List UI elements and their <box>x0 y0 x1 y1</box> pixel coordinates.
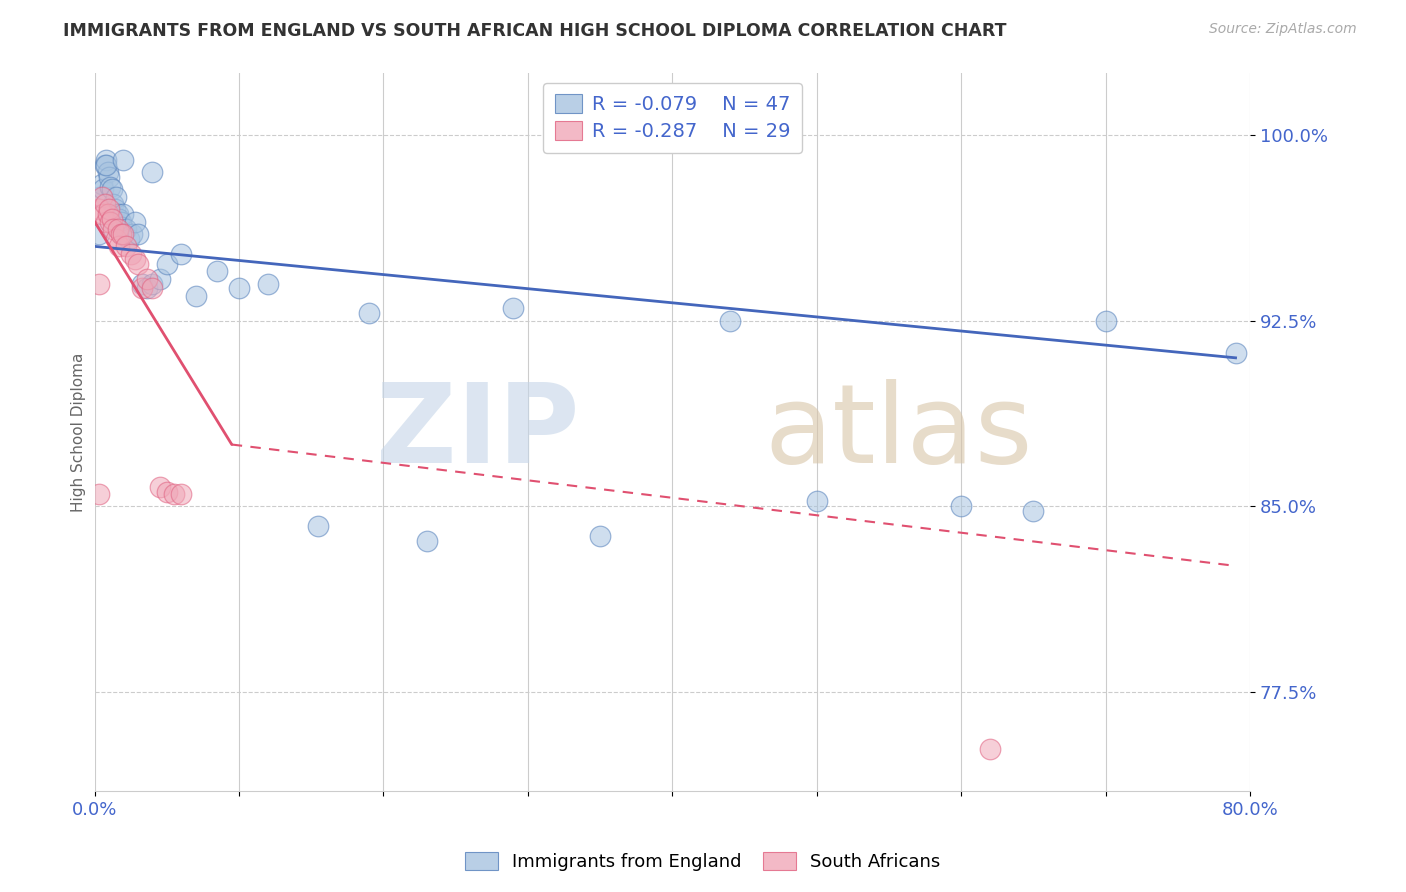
Point <box>124 214 146 228</box>
Point <box>100 180 122 194</box>
Point <box>94 153 117 167</box>
Point <box>127 227 149 241</box>
Point <box>100 214 122 228</box>
Point <box>950 500 973 514</box>
Point <box>127 257 149 271</box>
Point <box>110 227 132 241</box>
Point <box>112 153 135 167</box>
Point <box>131 277 153 291</box>
Point <box>90 178 112 192</box>
Point <box>90 190 112 204</box>
Point <box>103 197 125 211</box>
Text: atlas: atlas <box>765 378 1033 485</box>
Point <box>806 494 828 508</box>
Point <box>104 202 127 217</box>
Point <box>105 190 128 204</box>
Point <box>98 202 121 217</box>
Point <box>118 232 141 246</box>
Point <box>87 487 110 501</box>
Point <box>589 529 612 543</box>
Point <box>101 182 124 196</box>
Point <box>94 158 117 172</box>
Point <box>115 222 138 236</box>
Point <box>148 271 170 285</box>
Point <box>979 742 1001 756</box>
Point <box>87 227 110 241</box>
Text: IMMIGRANTS FROM ENGLAND VS SOUTH AFRICAN HIGH SCHOOL DIPLOMA CORRELATION CHART: IMMIGRANTS FROM ENGLAND VS SOUTH AFRICAN… <box>63 22 1007 40</box>
Point <box>170 247 193 261</box>
Point <box>135 281 157 295</box>
Point <box>103 222 125 236</box>
Point <box>307 519 329 533</box>
Point <box>156 484 179 499</box>
Point <box>112 207 135 221</box>
Point <box>107 207 129 221</box>
Point <box>111 219 134 234</box>
Point <box>93 158 115 172</box>
Point <box>98 169 121 184</box>
Point <box>87 202 110 217</box>
Point <box>1225 346 1247 360</box>
Point <box>87 277 110 291</box>
Point <box>257 277 280 291</box>
Point <box>97 165 120 179</box>
Point <box>93 197 115 211</box>
Point <box>131 281 153 295</box>
Point <box>110 214 132 228</box>
Point <box>112 227 135 241</box>
Point <box>108 239 131 253</box>
Point <box>170 487 193 501</box>
Point <box>416 534 439 549</box>
Point <box>207 264 229 278</box>
Text: ZIP: ZIP <box>377 378 579 485</box>
Legend: R = -0.079    N = 47, R = -0.287    N = 29: R = -0.079 N = 47, R = -0.287 N = 29 <box>543 83 801 153</box>
Point <box>124 252 146 266</box>
Point <box>87 190 110 204</box>
Y-axis label: High School Diploma: High School Diploma <box>72 352 86 512</box>
Point <box>184 289 207 303</box>
Point <box>718 314 741 328</box>
Point <box>135 271 157 285</box>
Point <box>101 212 124 227</box>
Point <box>107 222 129 236</box>
Point <box>105 232 128 246</box>
Point <box>163 487 186 501</box>
Point <box>121 227 143 241</box>
Point <box>115 239 138 253</box>
Point <box>502 301 524 316</box>
Point <box>91 207 114 221</box>
Point <box>357 306 380 320</box>
Point <box>1022 504 1045 518</box>
Point <box>120 247 142 261</box>
Point <box>148 480 170 494</box>
Point <box>91 182 114 196</box>
Text: Source: ZipAtlas.com: Source: ZipAtlas.com <box>1209 22 1357 37</box>
Point <box>97 207 120 221</box>
Point <box>108 212 131 227</box>
Point <box>141 281 163 295</box>
Point <box>156 257 179 271</box>
Point <box>141 277 163 291</box>
Point <box>1094 314 1116 328</box>
Point <box>94 214 117 228</box>
Point <box>141 165 163 179</box>
Point <box>228 281 250 295</box>
Legend: Immigrants from England, South Africans: Immigrants from England, South Africans <box>458 846 948 879</box>
